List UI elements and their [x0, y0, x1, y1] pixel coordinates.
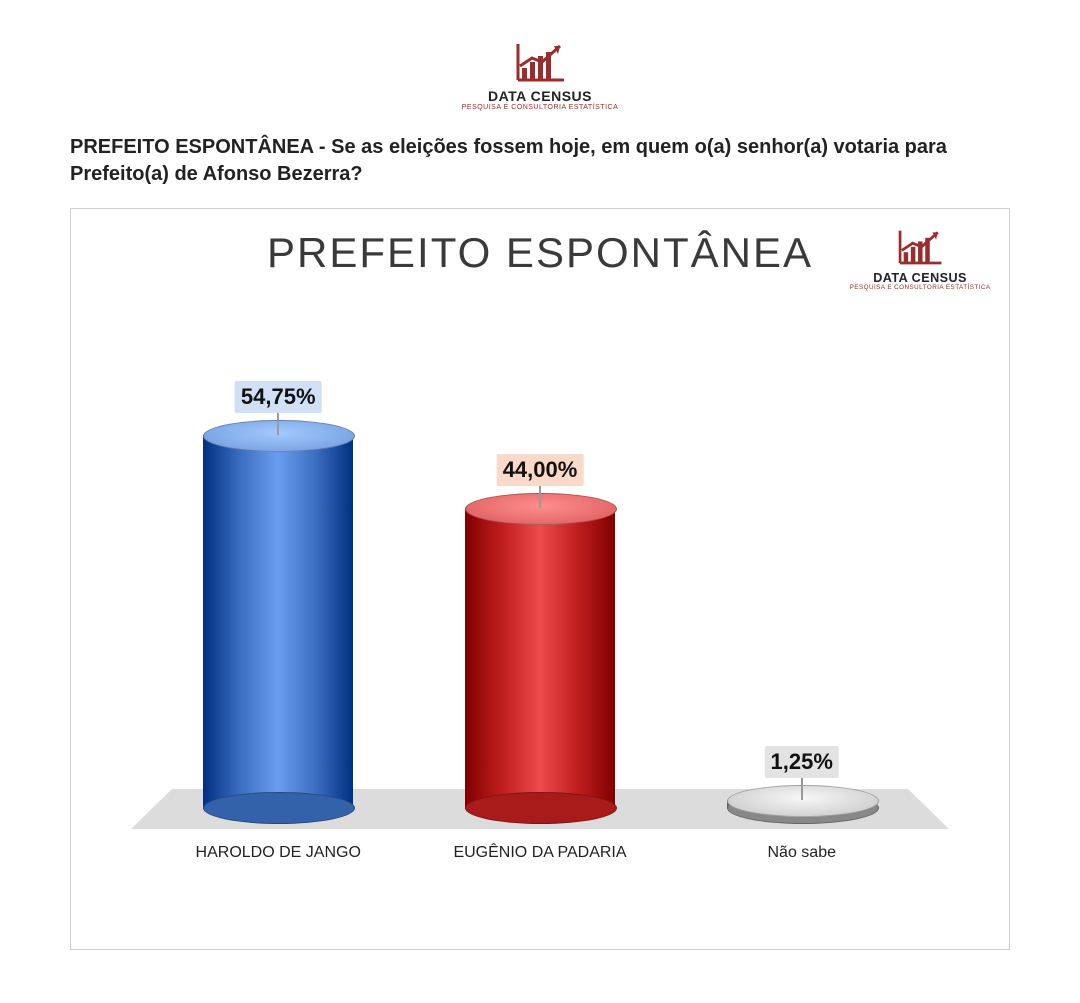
chart-icon [512, 40, 568, 84]
datacensus-logo-inset: DATA CENSUS PESQUISA E CONSULTORIA ESTAT… [850, 227, 991, 291]
logo-subtitle: PESQUISA E CONSULTORIA ESTATÍSTICA [462, 104, 619, 111]
plot-area: 54,75% 44,00% 1,25% [131, 359, 949, 829]
logo-title: DATA CENSUS [850, 270, 991, 284]
x-axis-labels: HAROLDO DE JANGO EUGÊNIO DA PADARIA Não sa… [131, 844, 949, 884]
bar-value-label: 1,25% [765, 746, 839, 778]
chart-container: PREFEITO ESPONTÂNEA DATA CENSUS PESQUISA… [70, 208, 1010, 950]
page-container: DATA CENSUS PESQUISA E CONSULTORIA ESTAT… [0, 0, 1080, 1003]
datacensus-logo: DATA CENSUS PESQUISA E CONSULTORIA ESTAT… [462, 40, 619, 111]
x-axis-label: EUGÊNIO DA PADARIA [415, 844, 665, 862]
top-logo-wrap: DATA CENSUS PESQUISA E CONSULTORIA ESTAT… [50, 40, 1030, 114]
x-axis-label: Não sabe [677, 844, 927, 862]
logo-subtitle: PESQUISA E CONSULTORIA ESTATÍSTICA [850, 285, 991, 291]
bar-value-label: 44,00% [497, 454, 584, 486]
chart-icon [895, 227, 945, 267]
x-axis-label: HAROLDO DE JANGO [153, 844, 403, 862]
survey-question: PREFEITO ESPONTÂNEA - Se as eleições fos… [70, 134, 1010, 188]
bar-value-label: 54,75% [235, 381, 322, 413]
logo-title: DATA CENSUS [462, 88, 619, 104]
